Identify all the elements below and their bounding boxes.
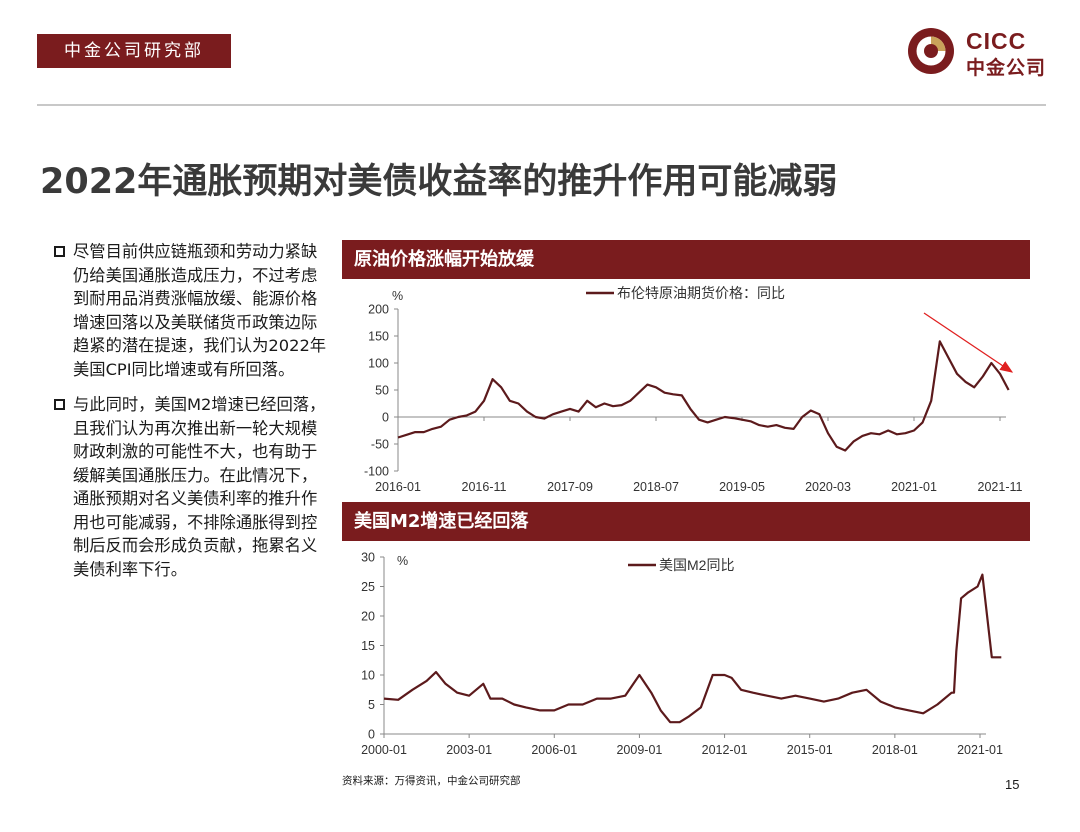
unit-label: %	[397, 554, 408, 568]
header-divider	[37, 104, 1046, 106]
square-bullet-icon	[54, 246, 65, 257]
x-tick-label: 2000-01	[361, 743, 407, 757]
y-tick-label: -50	[371, 438, 389, 452]
series-line	[383, 573, 1002, 724]
logo-text-en: CICC	[966, 28, 1027, 54]
source-note: 资料来源：万得资讯，中金公司研究部	[342, 775, 521, 787]
bullet-text: 尽管目前供应链瓶颈和劳动力紧缺仍给美国通胀造成压力，不过考虑到耐用品消费涨幅放缓…	[73, 242, 327, 379]
x-tick-label: 2012-01	[702, 743, 748, 757]
y-tick-label: 150	[368, 330, 389, 344]
y-tick-label: 200	[368, 303, 389, 317]
x-tick-label: 2003-01	[446, 743, 492, 757]
y-tick-label: 0	[368, 728, 375, 742]
x-tick-label: 2016-01	[375, 480, 421, 494]
page-number: 15	[1005, 777, 1020, 792]
x-tick-label: 2018-07	[633, 480, 679, 494]
y-tick-label: 30	[361, 551, 375, 565]
y-tick-label: 100	[368, 357, 389, 371]
x-tick-label: 2015-01	[787, 743, 833, 757]
x-tick-label: 2021-01	[891, 480, 937, 494]
logo-text-cn: 中金公司	[966, 57, 1047, 79]
y-tick-label: 0	[382, 411, 389, 425]
chart-title-oil: 原油价格涨幅开始放缓	[342, 240, 1030, 279]
bullet-item: 与此同时，美国M2增速已经回落，且我们认为再次推出新一轮大规模财政刺激的可能性不…	[52, 393, 332, 581]
chart-title-m2: 美国M2增速已经回落	[342, 502, 1030, 541]
x-tick-label: 2021-11	[978, 480, 1023, 494]
legend-label: 美国M2同比	[659, 557, 734, 573]
department-label: 中金公司研究部	[37, 34, 231, 68]
x-tick-label: 2009-01	[616, 743, 662, 757]
bullet-list: 尽管目前供应链瓶颈和劳动力紧缺仍给美国通胀造成压力，不过考虑到耐用品消费涨幅放缓…	[52, 240, 332, 593]
x-tick-label: 2017-09	[547, 480, 593, 494]
y-tick-label: 15	[361, 639, 375, 653]
x-tick-label: 2021-01	[957, 743, 1003, 757]
series-line	[397, 340, 1010, 452]
cicc-logo-icon	[908, 28, 954, 74]
y-tick-label: 25	[361, 580, 375, 594]
x-tick-label: 2019-05	[719, 480, 765, 494]
x-tick-label: 2006-01	[531, 743, 577, 757]
legend-label: 布伦特原油期货价格：同比	[617, 285, 785, 301]
page-title: 2022年通胀预期对美债收益率的推升作用可能减弱	[40, 162, 838, 202]
x-tick-label: 2016-11	[462, 480, 507, 494]
y-tick-label: -100	[364, 465, 389, 479]
trend-arrow	[923, 312, 1014, 373]
square-bullet-icon	[54, 399, 65, 410]
bullet-item: 尽管目前供应链瓶颈和劳动力紧缺仍给美国通胀造成压力，不过考虑到耐用品消费涨幅放缓…	[52, 240, 332, 381]
unit-label: %	[392, 289, 403, 303]
y-tick-label: 20	[361, 610, 375, 624]
y-tick-label: 10	[361, 669, 375, 683]
y-tick-label: 5	[368, 698, 375, 712]
cicc-logo: CICC 中金公司	[906, 26, 1056, 79]
y-tick-label: 50	[375, 384, 389, 398]
x-tick-label: 2018-01	[872, 743, 918, 757]
bullet-text: 与此同时，美国M2增速已经回落，且我们认为再次推出新一轮大规模财政刺激的可能性不…	[73, 395, 326, 579]
x-tick-label: 2020-03	[805, 480, 851, 494]
